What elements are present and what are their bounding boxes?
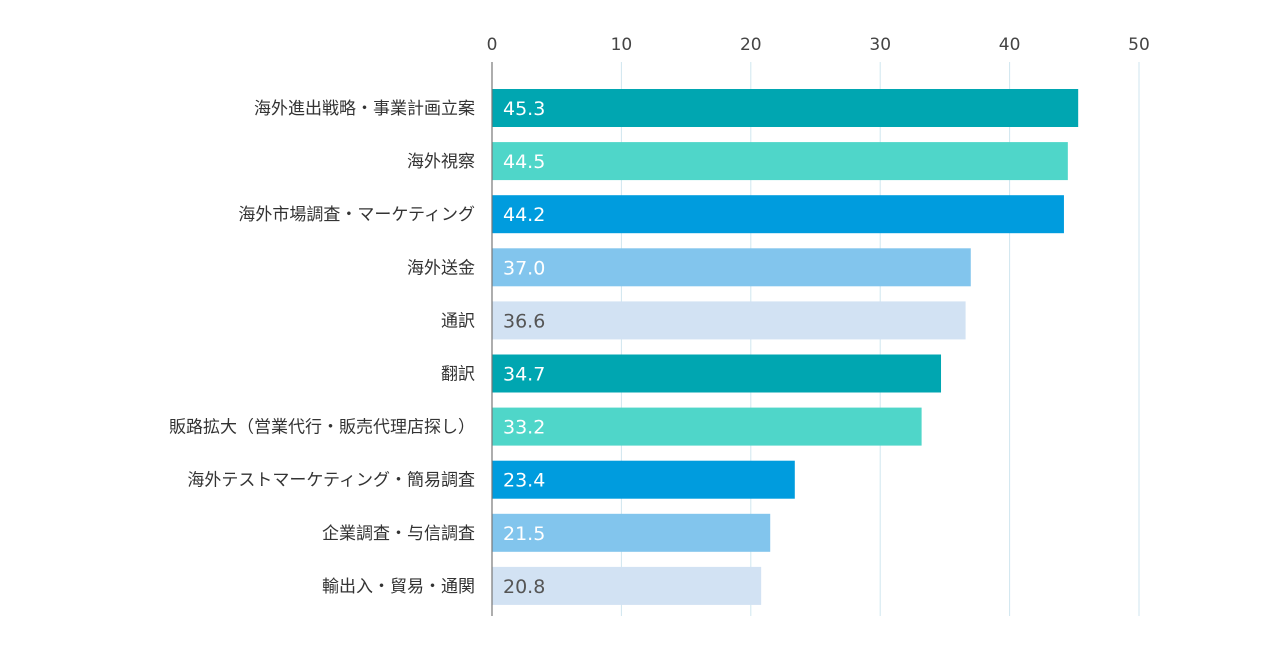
x-tick-label: 30 <box>869 35 891 55</box>
bar <box>492 566 762 605</box>
category-label: 販路拡大（営業代行・販売代理店探し） <box>169 418 475 438</box>
value-labels: 45.3 44.5 44.2 37.0 36.6 34.7 33.2 23.4 21.5 20.8 <box>503 98 545 598</box>
bar <box>492 301 966 340</box>
bar <box>492 513 771 552</box>
x-tick-label: 50 <box>1128 35 1150 55</box>
category-labels: 海外進出戦略・事業計画立案海外視察海外市場調査・マーケティング海外送金通訳翻訳販… <box>169 99 475 597</box>
bar-value-label: 34.7 <box>503 364 545 386</box>
x-tick-label: 10 <box>611 35 633 55</box>
x-tick-label: 20 <box>740 35 762 55</box>
bar <box>492 248 971 287</box>
category-label: 輸出入・貿易・通関 <box>322 577 475 597</box>
bar <box>492 460 795 499</box>
bar <box>492 354 942 393</box>
bar <box>492 407 922 446</box>
bar-value-label: 44.2 <box>503 204 545 226</box>
bar-value-label: 36.6 <box>503 310 545 332</box>
x-tick-label: 40 <box>999 35 1021 55</box>
bars <box>492 89 1079 605</box>
category-label: 海外送金 <box>407 258 475 278</box>
category-label: 通訳 <box>441 311 475 331</box>
bar-value-label: 23.4 <box>503 470 545 492</box>
category-label: 翻訳 <box>441 365 475 385</box>
bar-value-label: 21.5 <box>503 523 545 545</box>
category-label: 海外進出戦略・事業計画立案 <box>254 99 475 119</box>
category-label: 海外テストマーケティング・簡易調査 <box>187 471 475 491</box>
category-label: 海外市場調査・マーケティング <box>238 205 475 225</box>
x-tick-label: 0 <box>487 35 498 55</box>
bar-value-label: 20.8 <box>503 576 545 598</box>
category-label: 海外視察 <box>407 152 475 172</box>
bar <box>492 195 1064 234</box>
x-axis-ticks: 0 10 20 30 40 50 <box>487 35 1150 55</box>
bar-value-label: 45.3 <box>503 98 545 120</box>
bar <box>492 89 1079 127</box>
bar <box>492 142 1068 181</box>
category-label: 企業調査・与信調査 <box>322 524 475 544</box>
bar-value-label: 37.0 <box>503 257 545 279</box>
bar-value-label: 33.2 <box>503 417 545 439</box>
bar-value-label: 44.5 <box>503 151 545 173</box>
